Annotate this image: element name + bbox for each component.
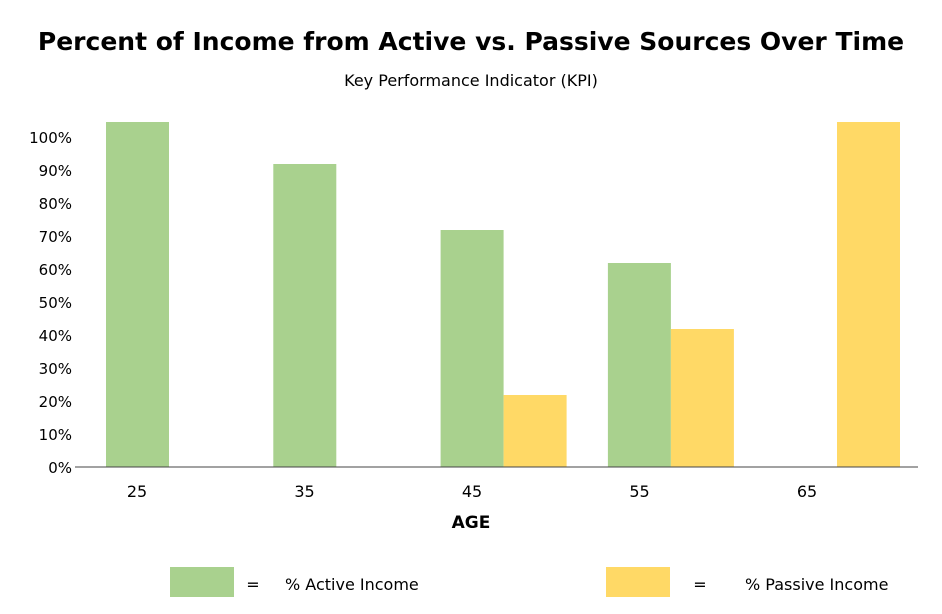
legend-swatch-active [170,567,234,597]
y-tick-label: 90% [39,162,72,180]
x-axis-ticks: 25 35 45 55 65 [127,482,817,501]
x-tick-label: 45 [462,482,482,501]
bar-active-55 [607,263,671,467]
x-tick-label: 65 [797,482,817,501]
y-tick-label: 80% [39,195,72,213]
x-tick-label: 55 [629,482,649,501]
bar-passive-55 [670,329,734,467]
legend-label-active: % Active Income [285,575,419,594]
y-tick-label: 60% [39,261,72,279]
y-tick-label: 100% [29,129,72,147]
y-tick-label: 50% [39,294,72,312]
chart-subtitle: Key Performance Indicator (KPI) [344,71,598,90]
bar-active-35 [273,164,337,467]
y-tick-label: 0% [48,459,72,477]
legend-equals: = [693,575,706,594]
bars [106,122,900,467]
y-axis-ticks: 0% 10% 20% 30% 40% 50% 60% 70% 80% 90% 100% [29,129,72,477]
bar-active-25 [106,122,169,467]
y-tick-label: 30% [39,360,72,378]
x-axis-label: AGE [452,513,491,533]
y-tick-label: 40% [39,327,72,345]
chart-title: Percent of Income from Active vs. Passiv… [38,27,904,56]
legend-swatch-passive [606,567,670,597]
x-tick-label: 25 [127,482,147,501]
legend-equals: = [246,575,259,594]
y-tick-label: 20% [39,393,72,411]
bar-passive-65 [837,122,900,467]
legend-label-passive: % Passive Income [745,575,888,594]
bar-active-45 [440,230,504,467]
legend: = % Active Income = % Passive Income [170,567,888,597]
y-tick-label: 70% [39,228,72,246]
x-tick-label: 35 [294,482,314,501]
y-tick-label: 10% [39,426,72,444]
bar-passive-45 [503,395,567,467]
